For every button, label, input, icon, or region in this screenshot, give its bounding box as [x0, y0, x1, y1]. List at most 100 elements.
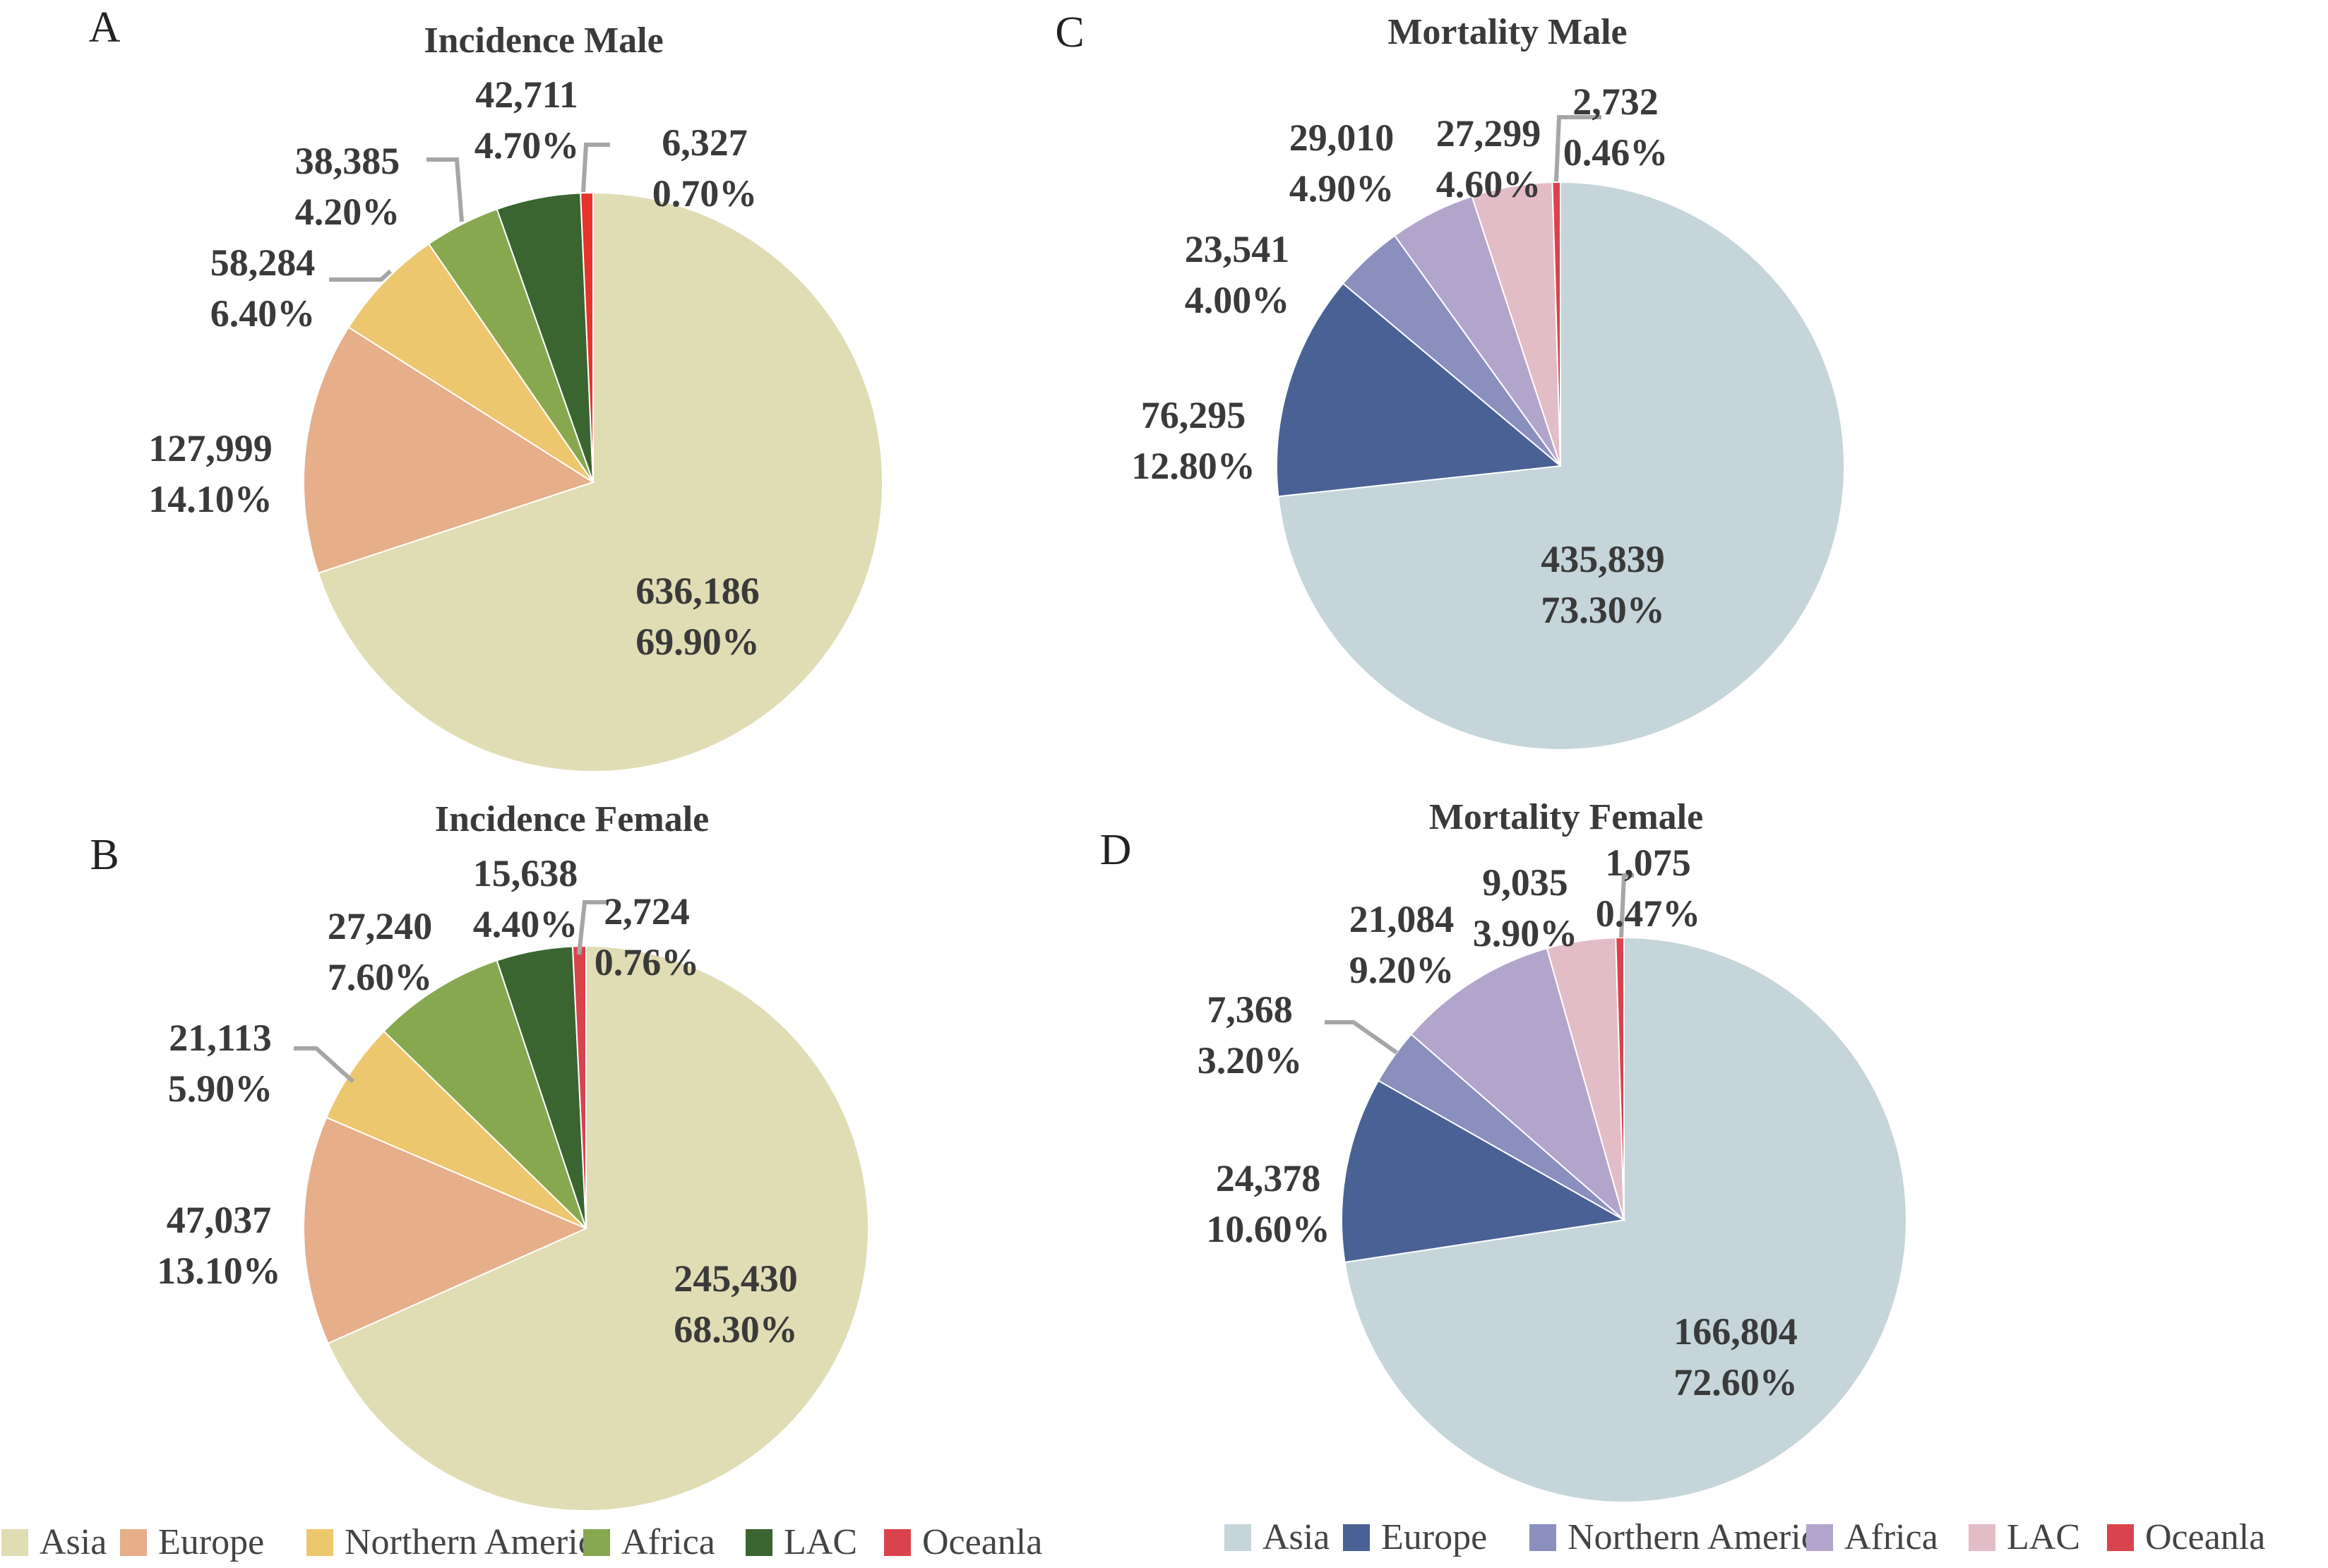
data-label-oceanla: 1,075 0.47% — [1596, 842, 1701, 935]
data-label-lac: 15,638 4.40% — [473, 852, 578, 945]
pie-panels: A Incidence Male 636,186 69.90% 127,999 14.10… — [89, 4, 1907, 1512]
leader-line-oceanla — [1554, 115, 1601, 182]
data-label-percent: 4.20% — [295, 191, 400, 233]
legend-label: Northern America — [345, 1522, 611, 1562]
legend-swatch — [120, 1529, 147, 1556]
pie-slice-europe — [1341, 1079, 1627, 1264]
legend-item-africa: Africa — [583, 1522, 715, 1562]
panel-letter-a: A — [89, 4, 121, 52]
data-label-oceanla: 2,724 0.76% — [595, 890, 700, 983]
data-label-percent: 4.60% — [1436, 163, 1541, 205]
legend-swatch — [1529, 1524, 1556, 1551]
legends: Asia Europe Northern America Africa LAC Ocean… — [1, 1517, 2265, 1562]
data-label-northern-america: 58,284 6.40% — [210, 241, 316, 335]
pie-chart-d: D Mortality Female 166,804 72.60% 24,378 10.6… — [1100, 797, 1907, 1503]
data-label-value: 2,732 — [1572, 80, 1659, 123]
pie-slices — [303, 945, 869, 1512]
legend-label: Oceanla — [2145, 1517, 2265, 1557]
data-label-value: 42,711 — [475, 73, 578, 116]
pie-slice-africa — [383, 959, 587, 1229]
data-label-europe: 127,999 14.10% — [148, 427, 273, 520]
pie-chart-a: A Incidence Male 636,186 69.90% 127,999 14.10… — [89, 4, 883, 772]
pie-slice-northern-america — [347, 243, 594, 483]
pie-chart-b: B Incidence Female 245,430 68.30% 47,037 13.1… — [90, 799, 869, 1512]
data-label-value: 15,638 — [473, 852, 578, 894]
legend-item-oceanla: Oceanla — [884, 1522, 1042, 1562]
pie-slice-europe — [303, 1116, 588, 1345]
pie-slice-africa — [1410, 947, 1625, 1222]
data-label-asia: 245,430 68.30% — [674, 1257, 798, 1351]
pie-slice-europe — [1276, 282, 1563, 498]
chart-title: Mortality Female — [1429, 797, 1703, 837]
data-label-value: 29,010 — [1289, 116, 1395, 159]
legend-label: Europe — [1381, 1517, 1487, 1557]
data-label-northern-america: 21,113 5.90% — [168, 1017, 273, 1110]
legend-swatch — [1806, 1524, 1833, 1551]
legend-swatch — [2107, 1524, 2134, 1551]
legend-swatch — [1969, 1524, 1995, 1551]
data-label-percent: 4.70% — [474, 124, 580, 167]
data-label-asia: 166,804 72.60% — [1673, 1310, 1798, 1404]
legend-label: Africa — [1844, 1517, 1938, 1557]
pie-slices — [303, 191, 883, 772]
legend-item-asia: Asia — [1224, 1517, 1330, 1557]
pie-slice-oceanla — [580, 191, 594, 483]
data-label-africa: 21,084 9.20% — [1349, 898, 1455, 991]
legend-label: Oceanla — [922, 1522, 1042, 1562]
pie-slice-asia — [327, 945, 869, 1512]
leader-line-oceanla — [1619, 873, 1634, 938]
data-label-percent: 68.30% — [674, 1308, 798, 1351]
leader-line-northern-america — [294, 1046, 355, 1084]
legend-item-oceanla: Oceanla — [2107, 1517, 2265, 1557]
data-label-value: 24,378 — [1216, 1157, 1321, 1199]
panel-letter-c: C — [1055, 8, 1084, 56]
pie-slices — [1276, 181, 1845, 750]
data-label-europe: 76,295 12.80% — [1131, 394, 1255, 487]
pie-slices — [1341, 936, 1907, 1503]
data-label-percent: 13.10% — [157, 1250, 281, 1292]
legend-item-northern-america: Northern America — [306, 1522, 611, 1562]
data-label-percent: 69.90% — [635, 621, 760, 663]
legend-item-europe: Europe — [120, 1522, 264, 1562]
pie-slice-asia — [317, 191, 883, 772]
legend-bottom-left: Asia Europe Northern America Africa LAC Ocean… — [1, 1522, 1042, 1562]
leader-line-oceanla — [577, 900, 609, 955]
data-label-value: 2,724 — [604, 890, 690, 933]
data-label-percent: 0.70% — [652, 172, 758, 215]
legend-swatch — [1224, 1524, 1251, 1551]
panel-letter-b: B — [90, 831, 119, 879]
data-label-lac: 9,035 3.90% — [1473, 861, 1578, 954]
data-label-value: 47,037 — [167, 1199, 272, 1241]
data-label-percent: 0.46% — [1563, 131, 1669, 174]
legend-item-lac: LAC — [746, 1522, 857, 1562]
chart-title: Mortality Male — [1387, 12, 1627, 52]
panel-letter-d: D — [1100, 826, 1132, 874]
data-label-value: 21,113 — [169, 1017, 272, 1059]
pie-slice-oceanla — [1615, 936, 1625, 1221]
chart-title: Incidence Female — [435, 799, 709, 839]
pie-slice-northern-america — [325, 1030, 587, 1229]
data-label-percent: 4.40% — [473, 903, 578, 945]
data-label-africa: 27,240 7.60% — [328, 905, 433, 998]
data-label-value: 6,327 — [662, 121, 748, 164]
legend-swatch — [1343, 1524, 1370, 1551]
data-label-percent: 4.00% — [1185, 279, 1290, 321]
leader-line-northern-america — [329, 269, 393, 282]
data-label-percent: 6.40% — [210, 292, 316, 335]
data-label-percent: 7.60% — [328, 956, 433, 998]
legend-label: Asia — [1263, 1517, 1330, 1557]
data-label-percent: 10.60% — [1206, 1208, 1330, 1250]
legend-swatch — [583, 1529, 610, 1556]
data-label-value: 435,839 — [1541, 538, 1665, 580]
pie-slice-oceanla — [1551, 181, 1561, 467]
data-label-asia: 435,839 73.30% — [1541, 538, 1665, 631]
data-label-lac: 42,711 4.70% — [474, 73, 580, 167]
data-label-value: 166,804 — [1673, 1310, 1798, 1353]
legend-label: LAC — [784, 1522, 857, 1562]
data-label-value: 23,541 — [1185, 228, 1290, 270]
legend-item-asia: Asia — [1, 1522, 107, 1562]
legend-label: LAC — [2007, 1517, 2080, 1557]
data-label-percent: 0.76% — [595, 941, 700, 983]
legend-item-africa: Africa — [1806, 1517, 1938, 1557]
data-label-lac: 27,299 4.60% — [1436, 112, 1541, 205]
